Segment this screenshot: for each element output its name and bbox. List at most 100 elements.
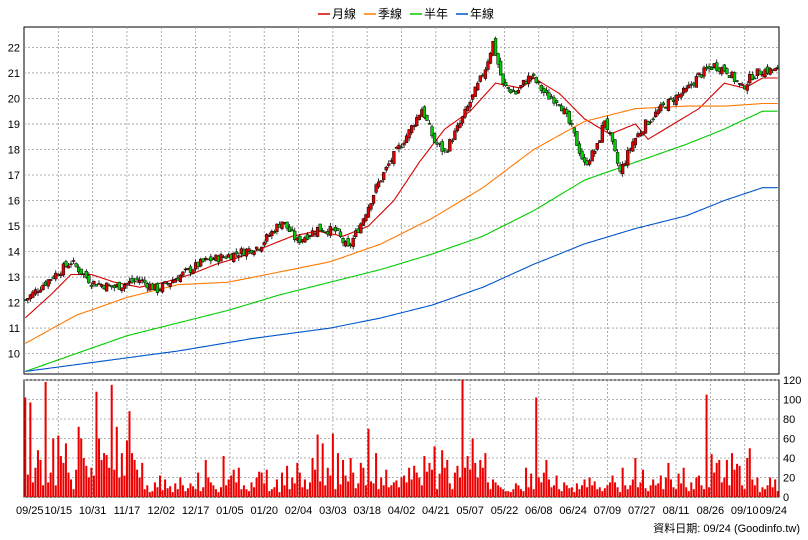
candle-body	[654, 111, 658, 118]
candle-body	[455, 125, 460, 132]
volume-bar	[400, 477, 403, 497]
volume-bar	[281, 472, 284, 497]
volume-bar	[354, 488, 357, 497]
volume-bar	[54, 485, 57, 497]
volume-bar	[710, 454, 713, 497]
volume-bar	[153, 482, 156, 497]
candle-body	[224, 256, 228, 259]
volume-bar	[530, 473, 533, 497]
volume-bar	[133, 459, 136, 497]
volume-bar	[771, 487, 774, 497]
volume-bar	[748, 448, 751, 497]
volume-bar	[611, 475, 614, 497]
volume-bar	[553, 485, 556, 497]
volume-bar	[675, 489, 678, 497]
price-tick-label: 20	[8, 93, 20, 105]
volume-bar	[207, 477, 210, 497]
volume-bar	[265, 469, 268, 497]
volume-bar	[776, 491, 779, 497]
legend-item: 年線	[456, 6, 494, 21]
candle-body	[577, 143, 582, 154]
x-tick-label: 06/24	[559, 505, 587, 517]
volume-bar	[555, 475, 558, 497]
candle-body	[745, 84, 749, 91]
candle-body	[501, 73, 505, 85]
volume-bar	[212, 485, 215, 497]
volume-bar	[225, 485, 228, 497]
volume-bar	[67, 472, 70, 497]
volume-bar	[334, 489, 337, 497]
volume-bar	[72, 489, 75, 497]
volume-bar	[624, 485, 627, 497]
volume-bar	[741, 485, 744, 497]
candle-body	[303, 237, 307, 243]
candle-body	[537, 81, 541, 84]
candle-body	[94, 283, 99, 287]
volume-bar	[85, 465, 88, 497]
candle-body	[374, 184, 378, 193]
candle-body	[247, 248, 251, 252]
volume-bar	[540, 482, 543, 497]
volume-bar	[448, 483, 451, 497]
candle-body	[89, 284, 94, 287]
volume-bar	[349, 458, 352, 497]
candle-body	[155, 282, 160, 293]
candle-body	[422, 106, 427, 118]
candle-body	[92, 281, 96, 285]
candle-body	[646, 121, 650, 126]
volume-bar	[491, 479, 495, 497]
volume-bar	[120, 453, 123, 497]
volume-bar	[387, 487, 390, 497]
volume-bar	[743, 489, 746, 497]
candle-body	[31, 291, 35, 298]
volume-bar	[461, 380, 464, 497]
candle-body	[41, 284, 45, 290]
volume-bar	[209, 482, 212, 497]
candle-body	[249, 250, 254, 254]
volume-bar	[593, 481, 596, 497]
x-tick-label: 10/15	[45, 505, 73, 517]
volume-bar	[286, 465, 289, 497]
volume-bar	[235, 482, 238, 497]
volume-bar	[62, 462, 65, 497]
candle-body	[732, 72, 737, 82]
candle-body	[427, 122, 432, 125]
candle-body	[560, 105, 564, 112]
candle-body	[465, 106, 470, 112]
volume-bar	[26, 474, 29, 497]
candle-body	[432, 132, 437, 143]
candle-body	[460, 116, 465, 124]
x-tick-label: 05/22	[491, 505, 519, 517]
volume-bar	[453, 472, 456, 497]
volume-bar	[519, 489, 522, 497]
candle-body	[532, 73, 536, 76]
candle-body	[613, 139, 617, 152]
volume-bar	[342, 459, 345, 497]
candle-body	[120, 287, 124, 291]
candle-body	[669, 97, 673, 100]
candle-body	[468, 101, 472, 108]
volume-bar	[131, 453, 134, 497]
volume-bar	[667, 462, 670, 497]
price-tick-label: 16	[8, 196, 20, 208]
volume-bar	[336, 453, 339, 497]
x-tick-label: 02/04	[285, 505, 313, 517]
candle-body	[369, 203, 373, 210]
volume-bar	[647, 491, 650, 497]
volume-bar	[677, 473, 680, 497]
candle-body	[453, 130, 457, 140]
volume-bar	[186, 488, 189, 497]
candle-body	[338, 231, 343, 237]
volume-bar	[382, 485, 385, 497]
volume-bar	[410, 479, 413, 497]
volume-bar	[563, 482, 566, 497]
volume-bar	[283, 485, 286, 497]
volume-bar	[474, 462, 477, 497]
volume-bar	[639, 482, 642, 497]
price-tick-label: 22	[8, 42, 20, 54]
candle-body	[674, 95, 678, 106]
volume-bar	[423, 456, 426, 497]
x-tick-label: 03/18	[353, 505, 381, 517]
candle-body	[38, 289, 43, 293]
volume-bar	[217, 492, 220, 497]
